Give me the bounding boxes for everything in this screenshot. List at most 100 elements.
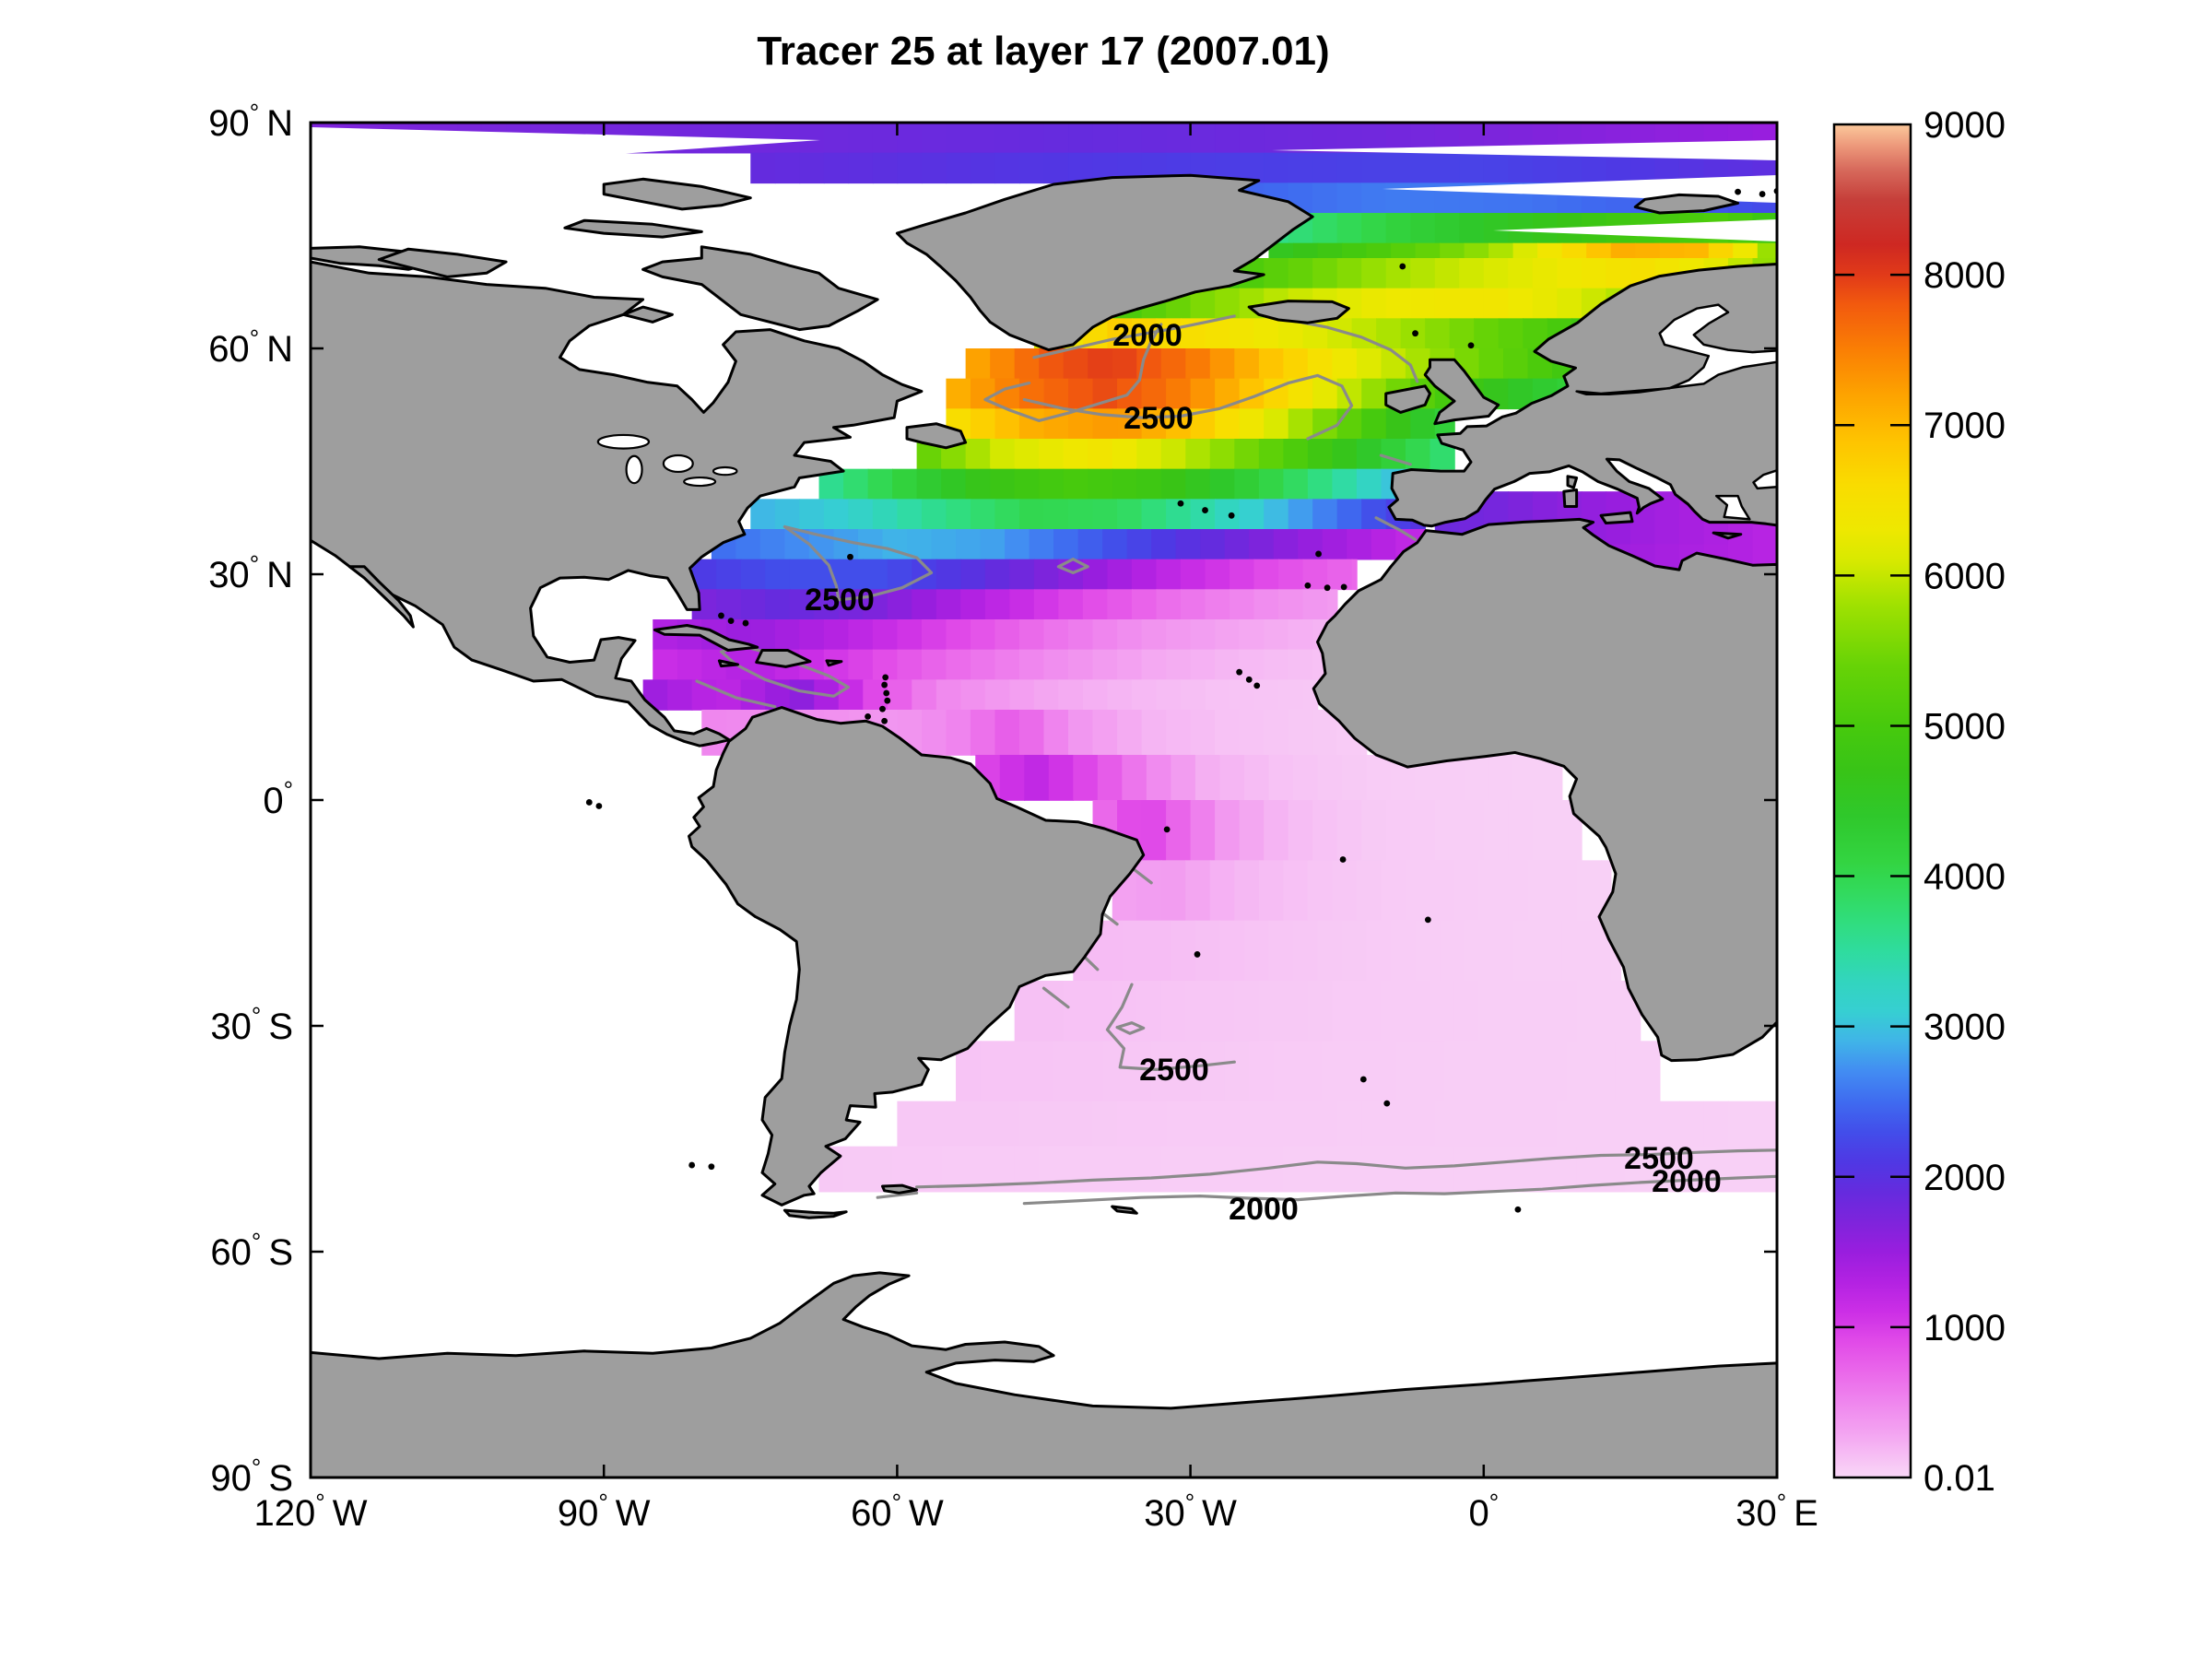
contour-label: 2500	[1624, 1141, 1694, 1176]
tracer-cell	[1043, 499, 1069, 530]
tracer-cell	[1230, 589, 1255, 620]
tracer-cell	[1068, 1101, 1094, 1148]
tracer-cell	[921, 499, 947, 530]
tracer-cell	[1117, 499, 1143, 530]
tracer-cell	[1498, 318, 1524, 349]
tracer-cell	[1508, 1101, 1534, 1148]
tracer-cell	[946, 1101, 971, 1148]
landmass-ireland	[1384, 384, 1431, 414]
tracer-cell	[1088, 348, 1113, 380]
tracer-cell	[789, 559, 816, 591]
tracer-cell	[1464, 920, 1489, 982]
tracer-cell	[935, 589, 962, 620]
tracer-cell	[1264, 800, 1289, 862]
tracer-cell	[1381, 860, 1406, 922]
tracer-cell	[1180, 679, 1206, 711]
tracer-cell	[984, 559, 1011, 591]
small-island	[1340, 583, 1347, 591]
tracer-cell	[1430, 1146, 1455, 1193]
colorbar-label: 4000	[1924, 857, 2006, 898]
tracer-cell	[912, 589, 937, 620]
y-tick-label: 90° S	[210, 1454, 293, 1499]
tracer-cell	[1312, 213, 1338, 244]
tracer-cell	[1288, 152, 1313, 184]
tracer-cell	[1464, 242, 1489, 259]
tracer-cell	[1361, 1101, 1387, 1148]
tracer-cell	[1361, 213, 1387, 244]
tracer-cell	[1268, 755, 1294, 801]
tracer-cell	[1317, 755, 1343, 801]
tracer-cell	[1361, 288, 1387, 320]
tracer-cell	[1253, 318, 1279, 349]
tracer-cell	[1088, 439, 1113, 470]
tracer-cell	[1478, 860, 1504, 922]
tracer-cell	[1009, 589, 1035, 620]
landmass-greenland	[895, 173, 1314, 352]
tracer-cell	[1068, 378, 1094, 410]
tracer-cell	[1302, 589, 1328, 620]
tracer-cell	[1043, 152, 1069, 184]
tracer-cell	[897, 649, 923, 681]
tracer-cell	[848, 123, 874, 154]
small-island	[1177, 500, 1184, 507]
landmass-jamaica	[717, 659, 739, 668]
tracer-cell	[1029, 1041, 1054, 1102]
tracer-cell	[774, 499, 801, 530]
tracer-cell	[1586, 242, 1612, 259]
tracer-cell	[1312, 258, 1338, 289]
small-island	[1202, 507, 1208, 513]
tracer-cell	[1009, 679, 1035, 711]
tracer-cell	[1385, 152, 1412, 184]
tracer-cell	[1190, 649, 1216, 681]
small-island	[1304, 582, 1312, 589]
tracer-cell	[823, 152, 850, 184]
tracer-cell	[1410, 800, 1436, 862]
tracer-cell	[1190, 499, 1216, 530]
tracer-cell	[1415, 920, 1441, 982]
tracer-cell	[990, 439, 1016, 470]
tracer-cell	[1043, 710, 1069, 756]
x-tick-label: 30° W	[1144, 1489, 1237, 1534]
tracer-cell	[1190, 619, 1216, 651]
tracer-cell	[823, 123, 850, 154]
grid-wedge	[1493, 219, 1777, 241]
landmass-baffin	[641, 245, 879, 332]
tracer-cell	[1385, 1101, 1412, 1148]
tracer-cell	[1258, 468, 1285, 500]
tracer-cell	[1243, 920, 1270, 982]
tracer-cell	[1483, 258, 1510, 289]
tracer-cell	[1215, 800, 1241, 862]
small-island	[881, 681, 888, 689]
tracer-cell	[1018, 710, 1045, 756]
tracer-cell	[1014, 1146, 1040, 1193]
tracer-cell	[1532, 288, 1559, 320]
tracer-cell	[1131, 559, 1158, 591]
tracer-cell	[1483, 152, 1510, 184]
colorbar-gradient	[1832, 123, 1912, 1479]
tracer-cell	[1283, 860, 1309, 922]
tracer-cell	[1312, 1101, 1338, 1148]
contour-label: 2000	[1112, 318, 1182, 353]
landmass-falklands	[881, 1183, 919, 1195]
tracer-cell	[1483, 288, 1510, 320]
tracer-cell	[1733, 242, 1759, 259]
great-lake	[683, 476, 717, 488]
small-island	[1315, 550, 1322, 558]
tracer-cell	[1215, 499, 1241, 530]
tracer-cell	[1190, 800, 1216, 862]
tracer-cell	[1508, 213, 1534, 244]
colorbar-label: 6000	[1924, 556, 2006, 596]
tracer-cell	[1444, 1041, 1470, 1102]
tracer-cell	[1117, 649, 1143, 681]
tracer-cell	[1058, 589, 1084, 620]
tracer-cell	[1160, 860, 1187, 922]
sea-aegean	[1714, 494, 1751, 521]
tracer-cell	[1107, 679, 1133, 711]
tracer-cell	[1385, 800, 1412, 862]
tracer-cell	[1180, 559, 1206, 591]
tracer-cell	[1230, 559, 1255, 591]
tracer-cell	[750, 123, 776, 154]
x-tick-label: 30° E	[1735, 1489, 1818, 1534]
